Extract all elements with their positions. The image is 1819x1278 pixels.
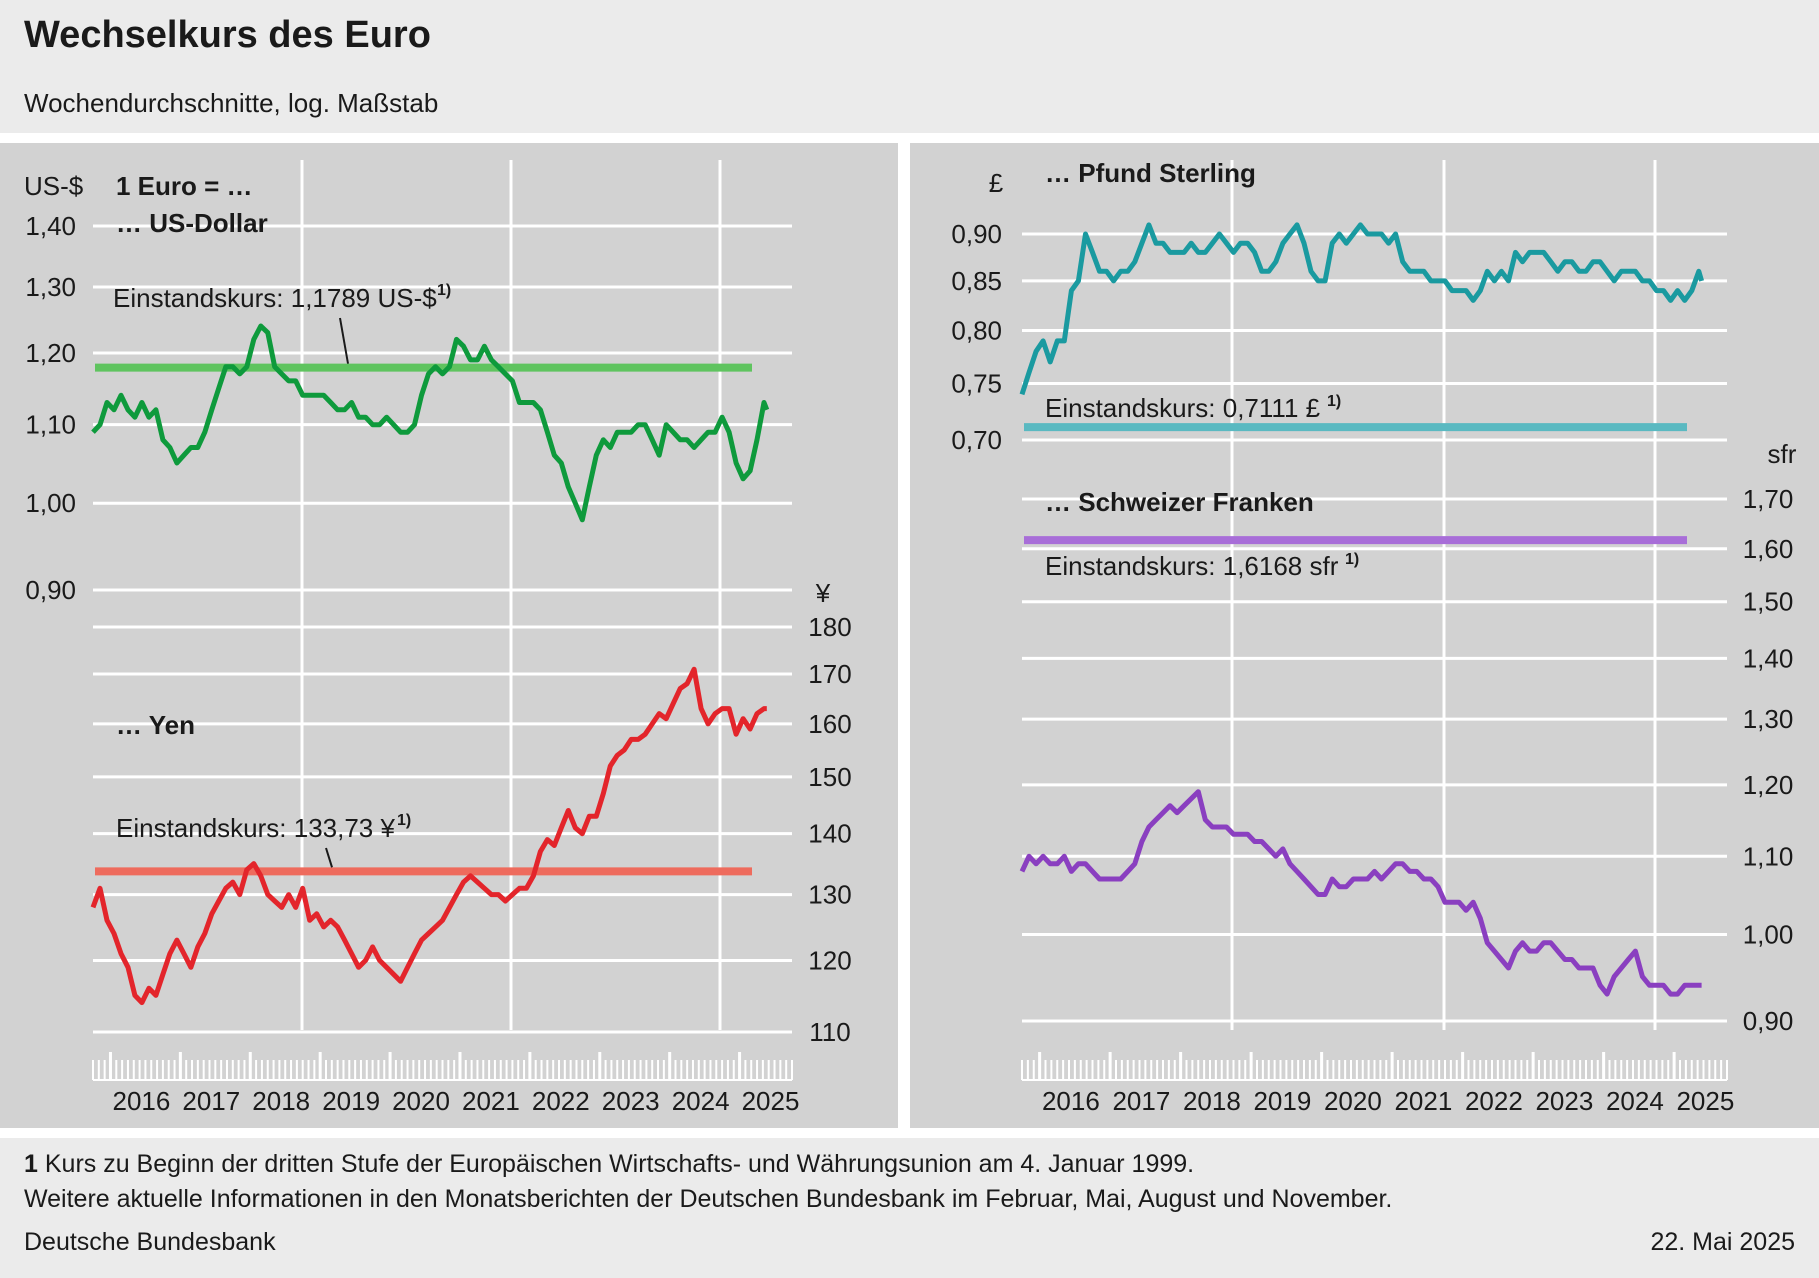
series-line-0 xyxy=(91,323,770,523)
ytick-label-2-2: 0,80 xyxy=(951,316,1002,346)
ytick-label-3-1: 1,00 xyxy=(1743,920,1794,950)
baseline-label-chf: Einstandskurs: 1,6168 sfr xyxy=(1045,551,1339,581)
unit-yen: ¥ xyxy=(815,578,831,608)
ytick-label-3-2: 1,10 xyxy=(1743,841,1794,871)
baseline-sup-chf: 1) xyxy=(1345,551,1359,568)
series-line-3 xyxy=(1019,789,1702,997)
baseline-label-yen: Einstandskurs: 133,73 ¥ xyxy=(116,813,395,843)
baseline-label-usd: Einstandskurs: 1,1789 US-$ xyxy=(113,283,437,313)
baseline-leader-yen xyxy=(325,847,333,868)
ytick-label-1-2: 130 xyxy=(808,880,851,910)
xtick-label-1-0: 2016 xyxy=(1042,1086,1100,1116)
ytick-label-1-0: 110 xyxy=(809,1017,850,1047)
ytick-label-1-5: 160 xyxy=(808,709,851,739)
xtick-label-1-1: 2017 xyxy=(1112,1086,1170,1116)
baseline-sup-usd: 1) xyxy=(437,282,451,299)
xtick-label-1-8: 2024 xyxy=(1606,1086,1664,1116)
footnote-1: 1 Kurs zu Beginn der dritten Stufe der E… xyxy=(24,1150,1194,1179)
ytick-label-3-0: 0,90 xyxy=(1743,1006,1794,1036)
unit-chf: sfr xyxy=(1768,439,1797,469)
ytick-label-0-0: 0,90 xyxy=(25,575,76,605)
ytick-label-1-4: 150 xyxy=(808,762,851,792)
ytick-label-3-6: 1,50 xyxy=(1743,587,1794,617)
source-label: Deutsche Bundesbank xyxy=(24,1228,276,1256)
ytick-label-3-8: 1,70 xyxy=(1743,484,1794,514)
series-name-chf: … Schweizer Franken xyxy=(1045,487,1314,517)
xtick-label-0-8: 2024 xyxy=(672,1086,730,1116)
xtick-label-1-9: 2025 xyxy=(1676,1086,1734,1116)
ytick-label-2-1: 0,75 xyxy=(951,368,1002,398)
ytick-label-1-7: 180 xyxy=(808,612,851,642)
xtick-label-1-3: 2019 xyxy=(1253,1086,1311,1116)
series-name-gbp: … Pfund Sterling xyxy=(1045,158,1256,188)
ytick-label-0-5: 1,40 xyxy=(25,211,76,241)
left-panel xyxy=(0,143,898,1128)
xtick-label-0-0: 2016 xyxy=(113,1086,171,1116)
ytick-label-2-0: 0,70 xyxy=(951,425,1002,455)
xtick-label-0-5: 2021 xyxy=(462,1086,520,1116)
series-name-yen: … Yen xyxy=(116,710,195,740)
divider-top xyxy=(0,133,1819,143)
ytick-label-1-3: 140 xyxy=(808,819,851,849)
baseline-label-gbp: Einstandskurs: 0,7111 £ xyxy=(1045,393,1321,423)
xtick-label-0-7: 2023 xyxy=(602,1086,660,1116)
ytick-label-3-5: 1,40 xyxy=(1743,643,1794,673)
page-subtitle: Wochendurchschnitte, log. Maßstab xyxy=(24,88,439,118)
ytick-label-2-3: 0,85 xyxy=(951,266,1002,296)
ytick-label-0-2: 1,10 xyxy=(25,410,76,440)
xtick-label-1-2: 2018 xyxy=(1183,1086,1241,1116)
series-line-1 xyxy=(90,666,767,1006)
series-line-2 xyxy=(1019,222,1704,396)
series-name-usd: … US-Dollar xyxy=(116,208,268,238)
ytick-label-0-4: 1,30 xyxy=(25,272,76,302)
ytick-label-0-1: 1,00 xyxy=(25,488,76,518)
ytick-label-0-3: 1,20 xyxy=(25,338,76,368)
xtick-label-1-4: 2020 xyxy=(1324,1086,1382,1116)
page-title: Wechselkurs des Euro xyxy=(24,14,431,56)
panel-separator xyxy=(898,143,910,1128)
xtick-label-0-2: 2018 xyxy=(252,1086,310,1116)
ytick-label-3-3: 1,20 xyxy=(1743,770,1794,800)
xtick-label-0-4: 2020 xyxy=(392,1086,450,1116)
unit-usd: US-$ xyxy=(24,171,84,201)
ytick-label-3-4: 1,30 xyxy=(1743,704,1794,734)
xtick-label-1-5: 2021 xyxy=(1394,1086,1452,1116)
ytick-label-3-7: 1,60 xyxy=(1743,534,1794,564)
baseline-sup-yen: 1) xyxy=(397,812,411,829)
header-label: 1 Euro = … xyxy=(116,171,253,201)
right-panel xyxy=(910,143,1819,1128)
xtick-label-0-3: 2019 xyxy=(322,1086,380,1116)
xtick-label-0-1: 2017 xyxy=(182,1086,240,1116)
date-label: 22. Mai 2025 xyxy=(1650,1228,1795,1256)
ytick-label-1-1: 120 xyxy=(808,945,851,975)
xtick-label-0-6: 2022 xyxy=(532,1086,590,1116)
xtick-label-1-6: 2022 xyxy=(1465,1086,1523,1116)
ytick-label-2-4: 0,90 xyxy=(951,219,1002,249)
xtick-label-1-7: 2023 xyxy=(1535,1086,1593,1116)
divider-bottom xyxy=(0,1128,1819,1138)
baseline-sup-gbp: 1) xyxy=(1327,393,1341,410)
unit-gbp: £ xyxy=(989,168,1004,198)
baseline-leader-usd xyxy=(339,317,349,364)
footnote-number: 1 xyxy=(24,1150,38,1178)
footnote-text: Kurs zu Beginn der dritten Stufe der Eur… xyxy=(44,1150,1195,1178)
footnote-2: Weitere aktuelle Informationen in den Mo… xyxy=(24,1185,1393,1213)
ytick-label-1-6: 170 xyxy=(808,659,851,689)
xtick-label-0-9: 2025 xyxy=(742,1086,800,1116)
